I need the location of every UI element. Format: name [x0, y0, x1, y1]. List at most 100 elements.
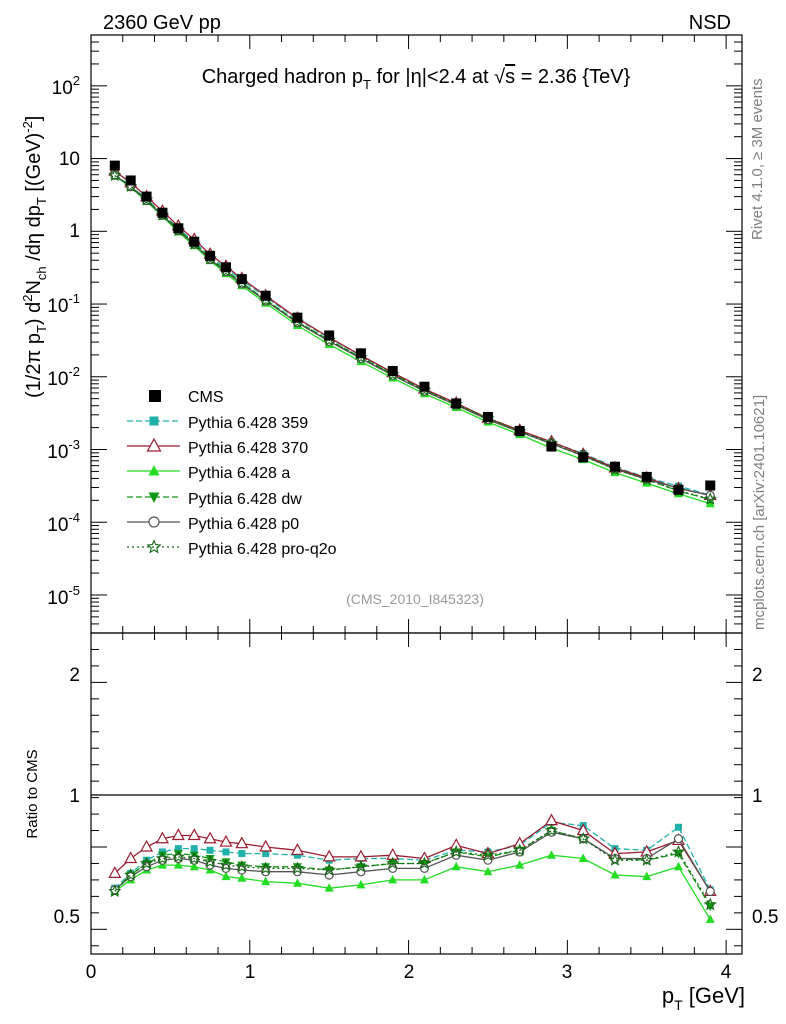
series-line-dw [114, 174, 711, 501]
cms-point [641, 471, 652, 482]
cms-point [705, 480, 716, 491]
ratio-point-p370 [354, 849, 368, 862]
ratio-point-pq2o [640, 853, 654, 866]
cms-point [205, 250, 216, 261]
ratio-point-pq2o [354, 859, 368, 873]
ratio-point-a [261, 876, 271, 886]
x-tick-label: 0 [86, 962, 97, 983]
ratio-point-p370 [235, 836, 249, 849]
cms-point [292, 312, 303, 323]
ratio-point-pq2o [576, 831, 590, 845]
cms-point [220, 262, 231, 273]
ratio-point-a [483, 866, 493, 876]
ratio-point-pq2o [139, 856, 154, 870]
ratio-axis-label: Ratio to CMS [24, 749, 41, 838]
cms-point [514, 425, 525, 436]
cms-point [324, 330, 335, 341]
legend-marker-p0 [148, 516, 160, 528]
ratio-point-p370 [124, 851, 138, 864]
ratio-point-a [515, 860, 525, 869]
ratio-series [108, 813, 717, 923]
main-axis-ticks [90, 34, 742, 634]
ratio-point-pq2o [203, 854, 217, 868]
legend-marker-pq2o [146, 539, 162, 554]
y-axis-label: (1/2π pT) d2Nch /dη dpT [(GeV)-2] [20, 116, 49, 398]
ratio-tick-label-right: 2 [752, 665, 763, 686]
ratio-point-p370 [187, 828, 201, 841]
point-pq2o [703, 492, 717, 505]
ratio-point-p0 [419, 863, 430, 874]
ratio-point-a [610, 869, 620, 879]
ratio-point-p359 [262, 850, 270, 858]
cms-point [387, 366, 398, 377]
cms-point [482, 411, 493, 422]
ratio-point-a [388, 874, 398, 884]
ratio-point-p370 [259, 839, 273, 852]
cms-point [355, 348, 366, 359]
legend-marker-p359 [149, 416, 159, 426]
cms-point [673, 484, 684, 495]
y-tick-label: 10-1 [47, 291, 80, 317]
cms-point [578, 452, 589, 463]
legend-marker-a [148, 465, 160, 476]
ratio-point-pq2o [449, 844, 463, 858]
cms-point [546, 441, 557, 452]
ratio-point-p359 [293, 851, 301, 859]
ratio-point-pq2o [187, 851, 201, 865]
ratio-line-p370 [114, 819, 711, 892]
mcplots-label: mcplots.cern.ch [arXiv:2401.10621] [751, 395, 768, 630]
ratio-point-pq2o [386, 856, 400, 870]
legend-label-dw: Pythia 6.428 dw [188, 491, 302, 508]
y-tick-label: 10-4 [47, 510, 80, 536]
ratio-point-a [221, 871, 231, 881]
y-tick-label: 10-2 [47, 364, 80, 390]
ratio-point-p370 [155, 831, 169, 844]
ratio-point-p359 [238, 850, 246, 858]
ratio-point-p370 [322, 849, 336, 862]
ratio-point-pq2o [155, 851, 170, 865]
cms-point [419, 381, 430, 392]
ratio-point-pq2o [544, 823, 559, 837]
ratio-point-pq2o [219, 858, 233, 871]
cms-point [141, 191, 152, 202]
ratio-point-p370 [203, 831, 217, 844]
ratio-point-pq2o [608, 853, 622, 866]
y-tick-label: 10-3 [47, 437, 80, 463]
cms-point [125, 175, 136, 186]
ratio-point-pq2o [513, 843, 527, 856]
ratio-point-a [189, 861, 199, 871]
header-left: 2360 GeV pp [103, 12, 221, 34]
ratio-line-pq2o [114, 829, 711, 905]
legend-label-p370: Pythia 6.428 370 [188, 440, 308, 457]
ratio-point-pq2o [481, 848, 495, 861]
ratio-tick-label: 0.5 [54, 907, 80, 928]
ratio-point-a [292, 878, 302, 887]
legend-marker-dw [148, 492, 160, 503]
ratio-point-pq2o [108, 884, 122, 898]
legend: CMS Pythia 6.428 359 Pythia 6.428 370 Py… [127, 389, 337, 558]
ratio-point-p370 [544, 813, 558, 826]
ratio-point-pq2o [417, 856, 432, 870]
y-tick-label: 10-5 [47, 583, 80, 609]
ratio-point-p0 [673, 834, 684, 844]
y-tick-label: 1 [69, 221, 80, 242]
ratio-point-pq2o [322, 863, 336, 876]
ratio-point-p359 [674, 823, 682, 831]
ratio-point-p359 [206, 846, 214, 854]
main-series [108, 160, 717, 508]
ratio-point-dw [221, 858, 231, 867]
ratio-point-a [642, 871, 652, 881]
ratio-point-pq2o [290, 861, 304, 874]
ratio-point-a [356, 879, 366, 889]
ratio-point-pq2o [124, 868, 138, 881]
ratio-point-a [546, 850, 556, 859]
ratio-point-p0 [388, 863, 398, 874]
ratio-point-a [173, 860, 183, 869]
legend-label-p359: Pythia 6.428 359 [188, 415, 308, 432]
legend-label-p0: Pythia 6.428 p0 [188, 516, 299, 533]
cms-point [451, 398, 462, 409]
ratio-point-p370 [171, 828, 185, 841]
ratio-line-p0 [114, 831, 711, 892]
ratio-tick-label: 1 [69, 786, 80, 807]
